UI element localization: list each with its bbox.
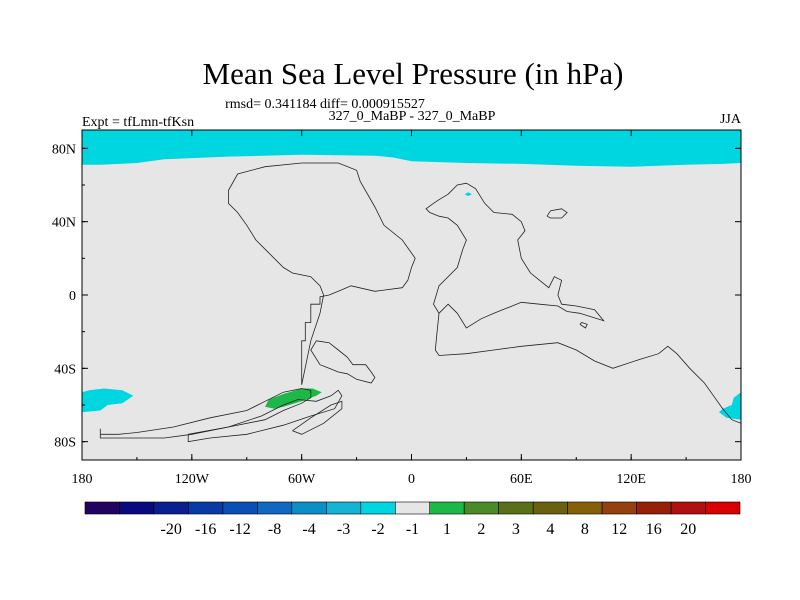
x-tick-label: 180	[731, 472, 752, 487]
colorbar-swatch	[567, 501, 603, 515]
x-tick-label: 0	[408, 472, 415, 487]
colorbar-swatch	[601, 501, 637, 515]
coastline-2	[292, 400, 343, 435]
experiment-label: Expt = tfLmn-tfKsn	[82, 115, 194, 130]
stats-line: rmsd= 0.341184 diff= 0.000915527	[225, 97, 425, 112]
colorbar-label: 12	[611, 521, 627, 538]
colorbar-swatch	[84, 501, 120, 515]
y-tick-label: 80S	[54, 436, 76, 451]
colorbar-swatch	[291, 501, 327, 515]
colorbar-label: 3	[512, 521, 520, 538]
x-tick-label: 120W	[175, 472, 210, 487]
colorbar-swatch	[360, 501, 396, 515]
colorbar-label: 20	[680, 521, 696, 538]
coastline-4	[310, 340, 376, 384]
colorbar-label: -3	[337, 521, 350, 538]
season-label: JJA	[720, 112, 742, 127]
coastlines	[99, 162, 741, 443]
colorbar-swatch	[429, 501, 465, 515]
region-southern-ocean-west	[82, 388, 134, 413]
colorbar-label: -4	[302, 521, 315, 538]
coastline-7	[546, 208, 568, 219]
coastline-3	[227, 162, 416, 385]
colorbar-label: -20	[161, 521, 182, 538]
map-background	[82, 130, 741, 460]
colorbar-swatch	[705, 501, 741, 515]
colorbar-swatch	[532, 501, 569, 515]
colorbar-swatch	[153, 501, 189, 515]
colorbar-swatch	[463, 501, 500, 515]
colorbar-swatch	[394, 501, 431, 515]
colorbar-label: 8	[581, 521, 589, 538]
colorbar-label: -16	[195, 521, 216, 538]
coastline-0	[99, 388, 312, 439]
chart-title: Mean Sea Level Pressure (in hPa)	[203, 56, 624, 91]
region-south-positive	[265, 388, 322, 409]
x-axis: 180 120W 60W 0 60E 120E 180	[72, 130, 752, 487]
anomaly-regions	[82, 130, 741, 420]
region-arctic-negative	[82, 130, 741, 167]
x-tick-label: 60W	[288, 472, 316, 487]
colorbar-swatch	[325, 501, 362, 515]
colorbar-swatch	[188, 501, 224, 515]
x-tick-label: 120E	[616, 472, 646, 487]
y-axis: 80N 40N 0 40S 80S	[52, 142, 741, 451]
colorbar-swatch	[257, 501, 293, 515]
period-label: 327_0_MaBP - 327_0_MaBP	[329, 109, 496, 124]
y-tick-label: 40S	[54, 362, 76, 377]
colorbar-swatch	[498, 501, 534, 515]
colorbar-label: 1	[443, 521, 451, 538]
y-tick-label: 80N	[52, 142, 76, 157]
colorbar-label: 2	[477, 521, 485, 538]
coastline-5	[425, 182, 605, 329]
colorbar-label: 4	[546, 521, 554, 538]
x-tick-label: 60E	[510, 472, 533, 487]
region-southern-ocean-east	[719, 392, 741, 420]
colorbar-swatch	[636, 501, 672, 515]
y-tick-label: 0	[69, 289, 76, 304]
coastline-6	[434, 313, 741, 424]
x-tick-label: 180	[72, 472, 93, 487]
colorbar-label: -1	[406, 521, 419, 538]
colorbar-swatch	[222, 501, 258, 515]
colorbar-label: 16	[646, 521, 662, 538]
region-arctic-spot	[464, 192, 472, 196]
coastline-1	[187, 389, 343, 443]
colorbar-label: -12	[229, 521, 250, 538]
colorbar-label: -8	[268, 521, 281, 538]
coastline-8	[579, 322, 588, 329]
colorbar-swatch	[670, 501, 706, 515]
colorbar-label: -2	[371, 521, 384, 538]
y-tick-label: 40N	[52, 216, 76, 231]
colorbar: -20 -16 -12 -8 -4 -3 -2 -1 1 2 3 4 8 12 16 20	[84, 501, 741, 538]
colorbar-swatch	[119, 501, 155, 515]
